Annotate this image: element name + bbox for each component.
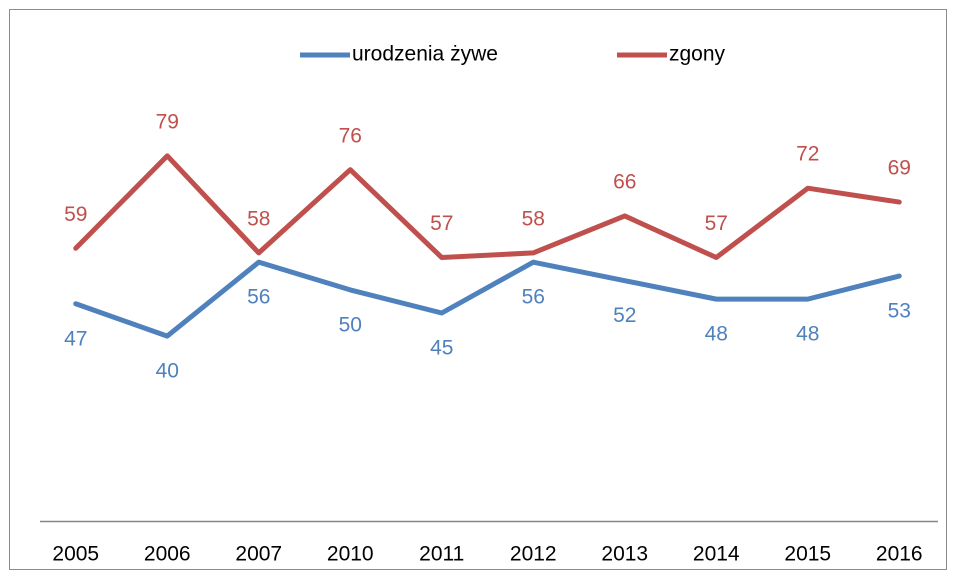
data-label: 56 [247, 286, 270, 309]
data-label: 58 [522, 207, 545, 230]
legend-label: urodzenia żywe [352, 43, 498, 66]
legend-label: zgony [669, 43, 726, 66]
data-label: 52 [613, 304, 636, 327]
x-tick-label: 2011 [419, 543, 464, 566]
data-label: 59 [64, 203, 87, 226]
data-label: 56 [522, 286, 545, 309]
x-tick-label: 2005 [52, 543, 99, 566]
data-label: 69 [888, 157, 911, 180]
x-tick-label: 2016 [876, 543, 923, 566]
x-tick-label: 2013 [601, 543, 648, 566]
series-line [73, 153, 902, 261]
data-label: 58 [247, 207, 270, 230]
x-tick-label: 2010 [327, 543, 374, 566]
data-label: 57 [430, 212, 453, 235]
x-tick-label: 2015 [784, 543, 831, 566]
x-tick-label: 2007 [235, 543, 282, 566]
x-tick-label: 2006 [144, 543, 191, 566]
chart-border [9, 9, 947, 570]
data-label: 72 [796, 143, 819, 166]
data-label: 79 [156, 110, 179, 133]
x-tick-label: 2014 [693, 543, 740, 566]
data-label: 48 [796, 323, 819, 346]
data-label: 57 [705, 212, 728, 235]
data-label: 53 [888, 300, 911, 323]
series-line [73, 259, 902, 339]
data-label: 40 [156, 360, 179, 383]
data-label: 48 [705, 323, 728, 346]
data-label: 45 [430, 337, 453, 360]
x-tick-label: 2012 [510, 543, 557, 566]
data-label: 50 [339, 313, 362, 336]
data-label: 66 [613, 170, 636, 193]
data-label: 47 [64, 327, 87, 350]
data-label: 76 [339, 124, 362, 147]
